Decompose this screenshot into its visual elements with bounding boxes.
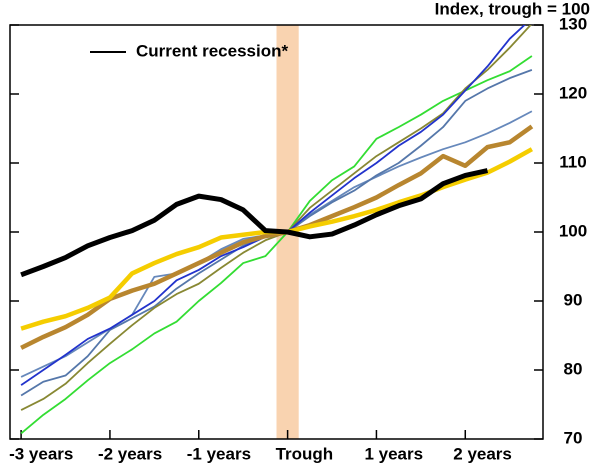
lines bbox=[20, 25, 534, 435]
y-tick-label: 100 bbox=[559, 221, 587, 240]
y-tick-label: 130 bbox=[559, 14, 587, 33]
y-tick-label: 80 bbox=[564, 359, 583, 378]
y-axis-label: Index, trough = 100 bbox=[435, 0, 590, 18]
y-tick-label: 70 bbox=[564, 428, 583, 447]
x-tick-label: 2 years bbox=[453, 444, 512, 463]
legend-label: Current recession* bbox=[136, 41, 288, 60]
x-tick-label: -1 years bbox=[187, 444, 251, 463]
x-tick-label: -2 years bbox=[98, 444, 162, 463]
y-tick-label: 110 bbox=[559, 152, 586, 171]
y-tick-label: 90 bbox=[564, 290, 583, 309]
x-tick-label: Trough bbox=[276, 444, 334, 463]
x-tick-label: -3 years bbox=[9, 444, 73, 463]
series-line bbox=[20, 55, 533, 435]
x-tick-label: 1 years bbox=[364, 444, 423, 463]
series-line bbox=[20, 168, 489, 278]
y-tick-label: 120 bbox=[559, 83, 587, 102]
